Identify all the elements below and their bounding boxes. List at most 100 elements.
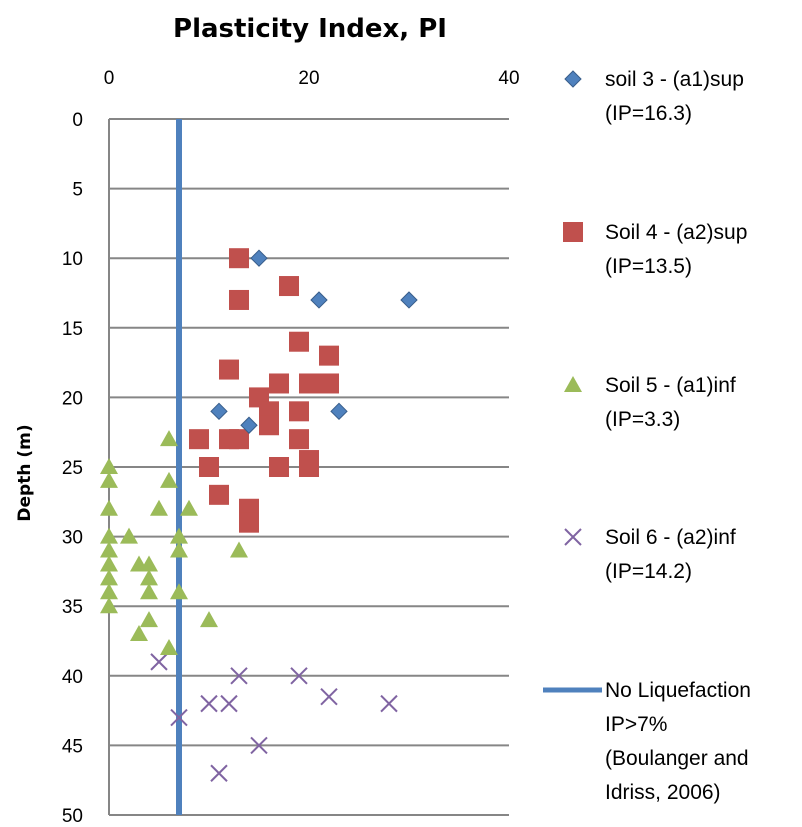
legend: soil 3 - (a1)sup (IP=16.3) Soil 4 - (a2)su… [543,68,751,804]
y-tick-label: 15 [62,319,83,340]
y-tick-labels: 0 5 10 15 20 25 30 35 40 45 50 [62,110,83,827]
data-point [220,694,238,713]
y-tick-label: 45 [62,736,83,757]
data-point [269,373,289,394]
series-3 [150,653,398,782]
data-point [239,512,259,533]
data-point [319,345,339,366]
data-point [299,373,319,394]
y-tick-label: 50 [62,806,83,827]
data-point [299,457,319,477]
data-point [100,458,118,474]
data-point [130,625,148,642]
legend-marker [564,528,582,546]
data-point [100,555,118,572]
legend-marker [564,70,582,88]
data-point [160,471,178,488]
data-point [330,402,348,421]
data-point [310,291,328,309]
data-point [210,764,228,782]
legend-label: No Liquefaction [605,679,751,702]
data-point [140,569,158,586]
data-point [189,429,209,450]
data-point [200,611,218,628]
data-point [100,527,118,544]
data-point [289,331,309,352]
data-point [200,694,218,713]
y-axis-label: Depth (m) [15,424,35,521]
x-tick-labels: 0 20 40 [104,68,520,89]
y-tick-label: 0 [72,110,83,131]
y-tick-label: 30 [62,528,83,549]
data-point [250,249,268,267]
data-point [229,289,249,310]
legend-label: Soil 6 - (a2)inf [605,526,736,549]
data-point [209,484,229,505]
legend-label: Idriss, 2006) [605,781,721,804]
y-tick-label: 25 [62,458,83,479]
legend-label: soil 3 - (a1)sup [605,68,744,91]
data-point [319,373,339,394]
data-point [120,527,138,544]
data-point [250,736,268,755]
data-points [100,248,418,782]
x-tick-label: 0 [104,68,115,89]
legend-label: IP>7% [605,713,667,736]
data-point [269,457,289,477]
data-point [100,583,118,600]
x-tick-label: 40 [498,68,519,89]
data-point [240,416,258,434]
data-point [170,708,188,727]
x-tick-label: 20 [298,68,319,89]
data-point [140,611,158,628]
y-tick-label: 40 [62,667,83,688]
data-point [150,499,168,516]
data-point [279,276,299,297]
legend-label-detail: (IP=3.3) [605,408,680,431]
legend-label-detail: (IP=14.2) [605,560,692,583]
data-point [230,667,248,685]
data-point [170,527,188,544]
data-point [229,248,249,269]
data-point [180,499,198,516]
legend-label: (Boulanger and [605,747,749,770]
series-1 [189,248,339,533]
data-point [140,555,158,572]
data-point [210,402,228,421]
data-point [100,499,118,516]
legend-label-detail: (IP=16.3) [605,102,692,125]
data-point [170,583,188,600]
y-tick-label: 20 [62,388,83,409]
data-point [320,687,338,706]
data-point [289,429,309,450]
data-point [100,541,118,558]
data-point [230,541,248,558]
data-point [229,429,249,450]
data-point [100,597,118,614]
data-point [289,401,309,422]
data-point [170,541,188,558]
data-point [380,694,398,713]
legend-label: Soil 4 - (a2)sup [605,221,747,244]
series-2 [100,430,248,655]
data-point [150,653,168,671]
data-point [160,638,178,655]
legend-label: Soil 5 - (a1)inf [605,374,736,397]
data-point [259,415,279,436]
data-point [290,667,308,685]
legend-label-detail: (IP=13.5) [605,255,692,278]
legend-marker [564,376,582,392]
data-point [100,471,118,488]
chart-title: Plasticity Index, PI [173,14,447,44]
data-point [140,583,158,600]
legend-marker [563,222,583,242]
data-point [160,430,178,447]
data-point [100,569,118,586]
data-point [219,359,239,380]
data-point [400,291,418,309]
y-tick-label: 5 [72,180,83,201]
data-point [199,457,219,477]
y-tick-label: 10 [62,249,83,270]
y-tick-label: 35 [62,597,83,618]
